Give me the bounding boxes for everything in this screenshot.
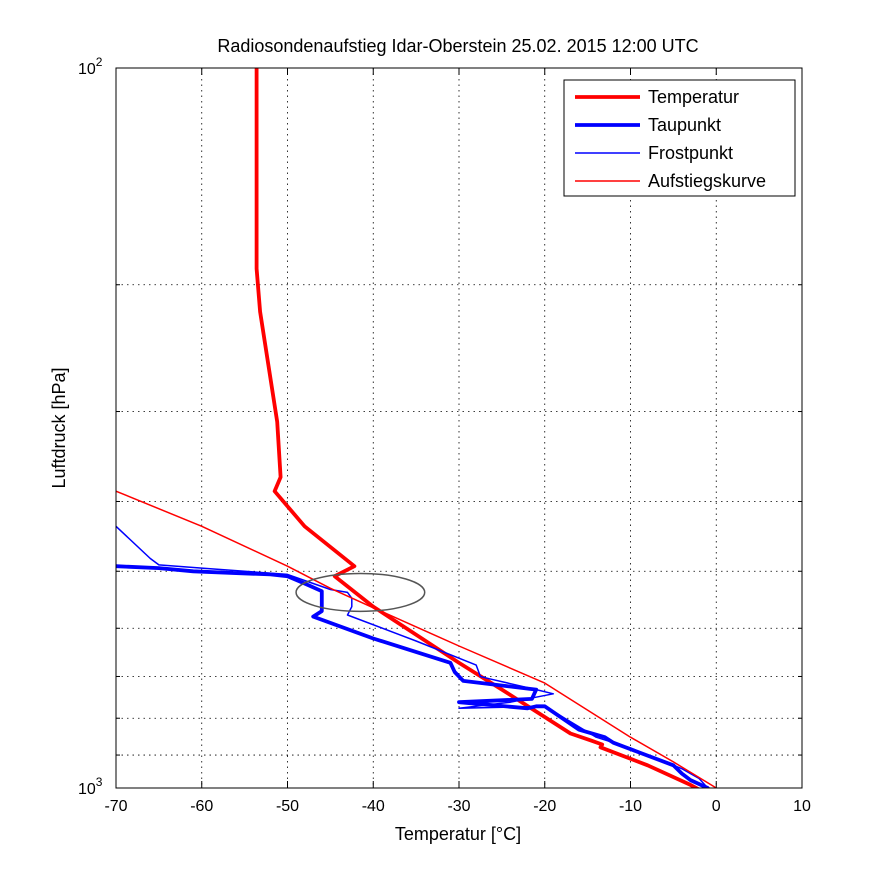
series-line-temperatur [254,68,701,788]
grid-lines [116,68,802,788]
legend-box [563,79,796,197]
y-axis-label: Luftdruck [hPa] [49,367,69,488]
x-tick-label: -70 [104,798,127,815]
legend-label-taupunkt: Taupunkt [648,115,721,135]
x-tick-label: -10 [619,798,642,815]
series-line-aufstiegskurve [116,490,718,788]
x-tick-label: 0 [712,798,721,815]
x-tick-label: -20 [533,798,556,815]
x-tick-label: -50 [276,798,299,815]
x-axis-label: Temperatur [°C] [395,824,521,844]
x-tick-label: -40 [362,798,385,815]
legend: Temperatur Taupunkt Frostpunkt Aufstiegskur… [563,79,796,197]
y-tick-label: 103 [78,775,103,798]
data-series [116,68,718,788]
highlight-ellipse [295,572,426,613]
legend-label-aufstiegskurve: Aufstiegskurve [648,171,766,191]
legend-label-frostpunkt: Frostpunkt [648,143,733,163]
x-tick-label: 10 [793,798,811,815]
y-tick-label: 102 [78,55,103,78]
x-tick-label: -60 [190,798,213,815]
x-tick-label: -30 [447,798,470,815]
series-line-frostpunkt [116,525,709,788]
chart-title: Radiosondenaufstieg Idar-Oberstein 25.02… [217,36,698,56]
y-tick-exponent: 2 [96,55,103,69]
y-tick-exponent: 3 [96,775,103,789]
series-line-taupunkt [116,564,711,788]
legend-label-temperatur: Temperatur [648,87,739,107]
